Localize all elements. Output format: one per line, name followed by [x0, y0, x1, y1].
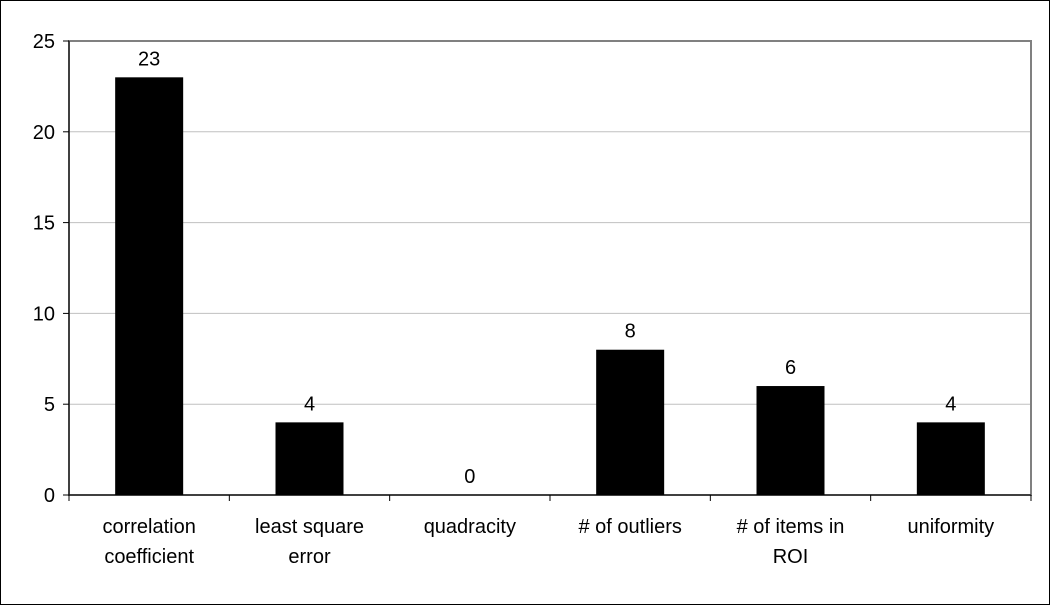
- x-tick-label-line: # of outliers: [578, 516, 681, 538]
- x-tick-label: # of items in ROI: [737, 516, 845, 568]
- x-tick-label-line: ROI: [773, 546, 809, 568]
- y-tick-label: 10: [33, 303, 55, 325]
- x-tick-label-line: # of items in: [737, 516, 845, 538]
- data-label: 4: [945, 393, 956, 415]
- axes: [63, 40, 1032, 501]
- bar: [115, 77, 184, 495]
- x-tick-label-line: coefficient: [104, 546, 194, 568]
- x-tick-label: uniformity: [907, 516, 994, 538]
- grid-lines: [69, 40, 1031, 405]
- data-label: 0: [464, 466, 475, 488]
- x-tick-label: # of outliers: [578, 516, 681, 538]
- x-tick-label-line: correlation: [102, 516, 195, 538]
- x-tick-label: least square error: [255, 516, 364, 568]
- bar: [275, 422, 344, 495]
- plot-area-border: [68, 40, 1032, 496]
- bar: [596, 349, 665, 495]
- x-tick-label-line: least square: [255, 516, 364, 538]
- data-labels: 23 4 0 8 6 4: [138, 48, 956, 488]
- y-tick-label: 15: [33, 213, 55, 235]
- x-tick-labels: correlation coefficient least square error q…: [102, 516, 994, 568]
- x-tick-label: quadracity: [424, 516, 516, 538]
- y-tick-label: 20: [33, 122, 55, 144]
- x-tick-label-line: uniformity: [907, 516, 994, 538]
- x-tick-label: correlation coefficient: [102, 516, 195, 568]
- x-tick-label-line: error: [288, 546, 331, 568]
- bar: [916, 422, 985, 495]
- data-label: 23: [138, 48, 160, 70]
- data-label: 4: [304, 393, 315, 415]
- data-label: 8: [625, 321, 636, 343]
- bars: [115, 77, 985, 495]
- y-tick-label: 5: [44, 394, 55, 416]
- bar: [756, 386, 825, 495]
- y-tick-label: 0: [44, 485, 55, 507]
- data-label: 6: [785, 357, 796, 379]
- y-tick-labels: 0 5 10 15 20 25: [33, 31, 55, 507]
- y-tick-label: 25: [33, 31, 55, 53]
- x-tick-label-line: quadracity: [424, 516, 516, 538]
